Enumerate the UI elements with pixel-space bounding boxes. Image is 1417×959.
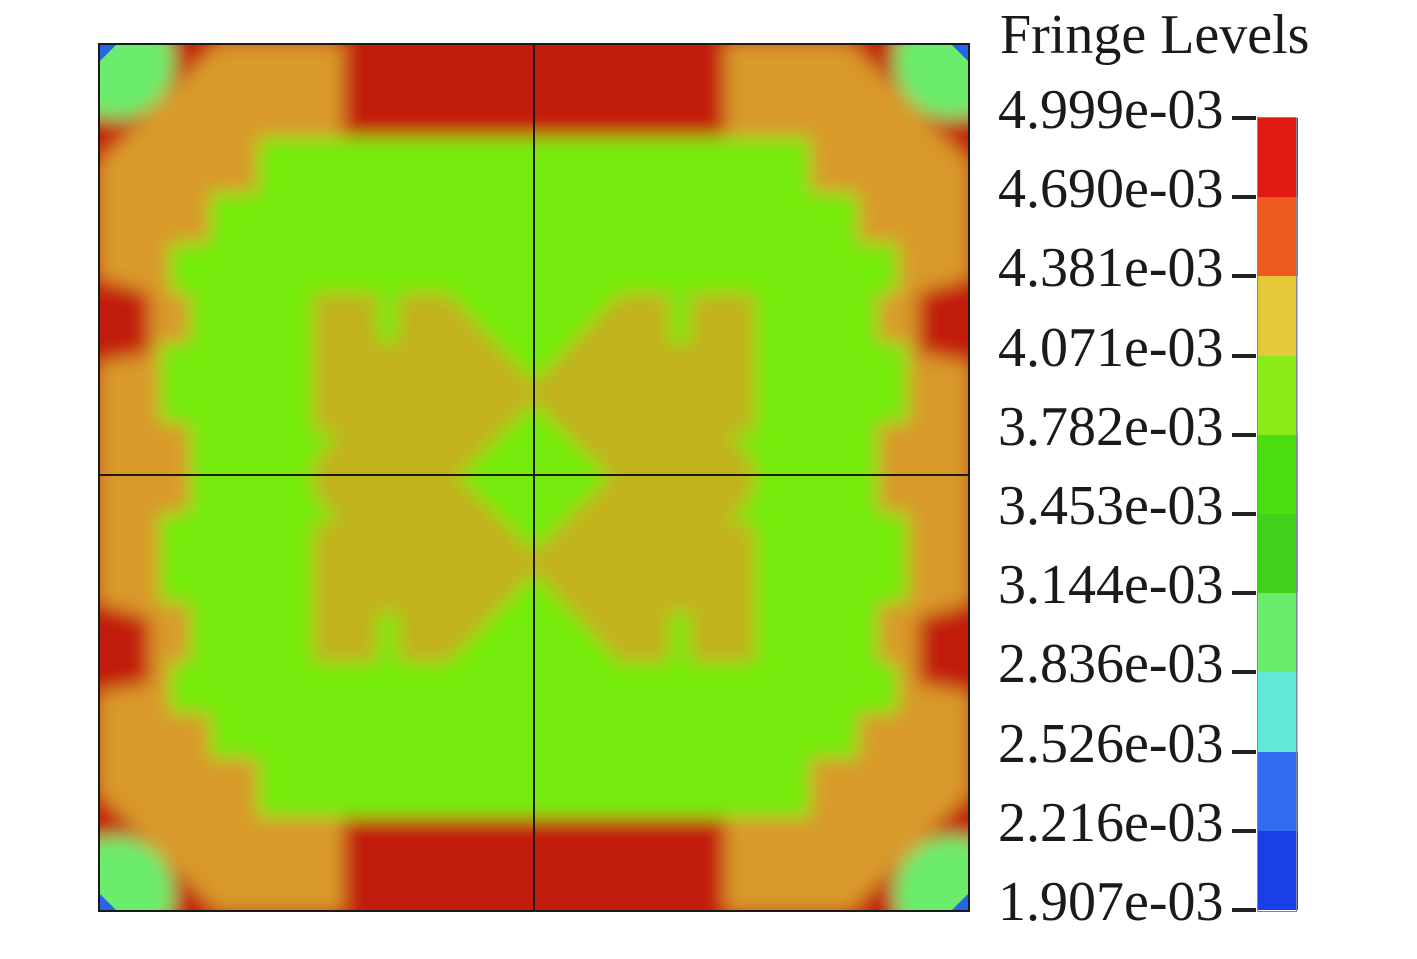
fringe-level-label: 4.690e-03 — [998, 158, 1224, 221]
fringe-color-band — [1258, 276, 1298, 357]
fringe-level-tick — [1232, 908, 1256, 912]
fringe-level-tick — [1232, 512, 1256, 516]
fringe-level-label: 2.836e-03 — [998, 633, 1224, 696]
fringe-color-band — [1258, 355, 1298, 436]
fringe-level-label: 4.999e-03 — [998, 79, 1224, 141]
corner-region — [98, 836, 174, 912]
corner-low-spot — [98, 892, 118, 912]
fringe-level-tick — [1232, 195, 1256, 200]
corner-region — [894, 836, 970, 912]
fringe-color-band — [1258, 197, 1298, 277]
legend-title: Fringe Levels — [1000, 4, 1310, 66]
fringe-color-band — [1258, 751, 1298, 832]
fringe-level-tick — [1232, 274, 1256, 279]
fringe-level-label: 3.144e-03 — [998, 554, 1224, 617]
corner-low-spot — [950, 892, 970, 912]
corner-region — [894, 43, 970, 119]
fringe-color-band — [1258, 672, 1298, 753]
corner-low-spot — [950, 43, 970, 63]
fringe-level-label: 3.782e-03 — [998, 395, 1224, 458]
corner-low-spot — [98, 43, 118, 63]
fringe-level-label: 1.907e-03 — [998, 871, 1224, 933]
fringe-level-tick — [1232, 670, 1256, 675]
fringe-level-label: 2.216e-03 — [998, 791, 1224, 854]
fringe-color-band — [1258, 830, 1298, 911]
fringe-level-tick — [1232, 828, 1256, 833]
fringe-color-band — [1258, 514, 1298, 594]
corner-region — [98, 43, 174, 119]
plot-border — [98, 43, 970, 912]
fringe-contour-field — [98, 43, 970, 912]
fringe-level-label: 4.381e-03 — [998, 237, 1224, 300]
fringe-plot — [98, 43, 970, 912]
fringe-level-label: 3.453e-03 — [998, 475, 1224, 537]
fringe-level-tick — [1232, 749, 1256, 754]
fringe-color-band — [1258, 593, 1298, 673]
fringe-level-tick — [1232, 353, 1256, 358]
fringe-level-tick — [1232, 116, 1256, 120]
fringe-level-tick — [1232, 432, 1256, 437]
fringe-color-band — [1258, 118, 1298, 198]
fringe-level-label: 2.526e-03 — [998, 712, 1224, 775]
fringe-level-tick — [1232, 591, 1256, 596]
fringe-color-band — [1258, 434, 1298, 515]
fringe-level-label: 4.071e-03 — [998, 316, 1224, 379]
